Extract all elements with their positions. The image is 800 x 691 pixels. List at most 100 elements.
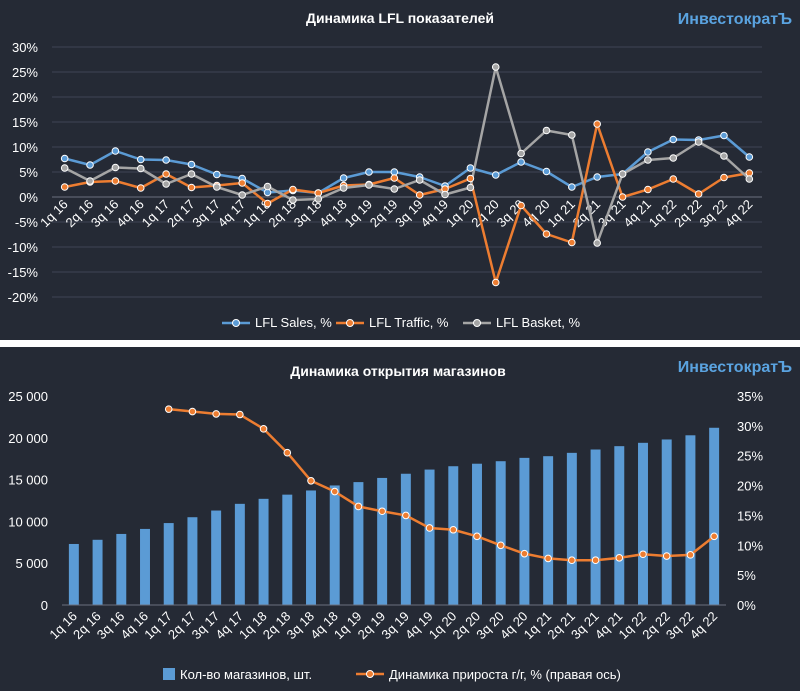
lfl-basket-point [644,156,652,164]
lfl-y-tick-label: 25% [12,65,38,80]
stores-bar [140,528,150,605]
lfl-traffic-point [491,278,500,287]
lfl-sales-line [64,134,751,195]
lfl-y-tick-label: -10% [8,240,39,255]
lfl-traffic-point [136,184,145,192]
stores-bar [709,427,720,605]
lfl-basket-point [720,152,728,160]
lfl-basket-point [60,164,69,172]
lfl-basket-point [339,184,348,192]
stores-growth-point [236,410,244,419]
lfl-basket-point [289,196,297,204]
legend-sales-marker [232,319,240,327]
lfl-y-tick-label: 10% [12,140,38,155]
lfl-y-tick-label: 15% [12,115,38,130]
legend-traffic-label: LFL Traffic, % [369,315,449,330]
stores-bar [306,490,316,605]
lfl-sales-point [339,174,348,182]
lfl-basket-point [136,164,145,173]
lfl-traffic-point [238,179,246,187]
lfl-traffic-point [517,201,525,210]
lfl-traffic-point [644,185,652,194]
stores-bars [62,427,726,606]
lfl-traffic-point [187,183,196,192]
stores-bar [68,543,79,605]
lfl-basket-point [365,181,373,189]
lfl-sales-point [60,154,69,163]
stores-brand-logo: ИнвестократЪ [678,359,792,376]
stores-bar [685,435,696,605]
stores-chart-panel: Динамика открытия магазинов ИнвестократЪ… [0,347,800,691]
lfl-sales-point [136,155,145,164]
stores-chart-title: Динамика открытия магазинов [290,363,506,379]
legend-traffic-marker [346,319,354,327]
stores-growth-point [639,550,647,559]
stores-left-tick-label: 20 000 [8,431,48,446]
lfl-y-tick-label: 0% [19,190,38,205]
stores-legend: Кол-во магазинов, шт. Динамика прироста … [163,667,621,682]
stores-growth-point [520,549,529,558]
lfl-sales-point [593,173,601,181]
lfl-basket-point [542,126,551,135]
stores-right-tick-label: 20% [737,479,763,494]
lfl-basket-point [213,183,221,191]
lfl-basket-point [111,163,120,172]
stores-bar [329,485,340,605]
lfl-y-axis: 30% 25% 20% 15% 10% 5% 0% -5% -10% -15% -20% [8,40,39,305]
stores-growth-point [544,554,552,563]
lfl-basket-point [491,63,500,71]
stores-chart-background [0,347,800,691]
lfl-sales-point [86,161,94,169]
legend-item-traffic: LFL Traffic, % [336,315,449,330]
stores-growth-line [164,405,718,565]
lfl-sales-point [644,148,652,156]
legend-stores-label: Кол-во магазинов, шт. [180,667,312,682]
stores-bar [187,517,198,605]
lfl-basket-line [64,65,751,245]
stores-right-tick-label: 10% [737,538,763,553]
lfl-basket-point [187,170,196,178]
stores-bar [234,503,245,605]
legend-growth-marker [366,670,374,678]
stores-right-tick-label: 35% [737,389,763,404]
stores-left-y-axis: 25 000 20 000 15 000 10 000 5 000 0 [8,389,48,613]
lfl-traffic-point [390,174,399,182]
lfl-basket-point [162,180,170,188]
stores-growth-point [330,487,339,496]
lfl-basket-point [568,131,576,139]
stores-right-tick-label: 15% [737,508,763,523]
lfl-basket-point [390,185,399,193]
legend-item-growth: Динамика прироста г/г, % (правая ось) [356,667,621,682]
stores-growth-point [568,556,576,565]
lfl-basket-point [745,175,754,183]
legend-sales-label: LFL Sales, % [255,315,332,330]
lfl-traffic-point [289,185,297,194]
lfl-basket-point [694,138,703,146]
stores-growth-point [615,554,624,562]
lfl-basket-point [618,170,627,178]
legend-stores-swatch [163,668,175,680]
stores-growth-point [496,541,505,550]
stores-left-tick-label: 10 000 [8,514,48,529]
stores-right-tick-label: 25% [737,449,763,464]
stores-bar [211,510,222,605]
lfl-sales-point [187,160,196,169]
lfl-traffic-point [162,170,170,178]
stores-bar [495,461,506,605]
lfl-traffic-point [466,174,475,183]
lfl-traffic-line [64,122,750,284]
lfl-y-tick-label: 30% [12,40,38,55]
stores-left-tick-label: 5 000 [15,556,48,571]
stores-right-tick-label: 5% [737,568,756,583]
stores-bar [661,439,672,605]
stores-growth-point [686,551,695,559]
stores-right-tick-label: 0% [737,598,756,613]
stores-growth-point [259,425,268,433]
lfl-y-tick-label: -5% [15,215,39,230]
stores-bar [400,473,411,605]
lfl-sales-point [491,171,500,179]
legend-basket-label: LFL Basket, % [496,315,580,330]
lfl-sales-point [542,167,551,176]
lfl-traffic-point [694,190,703,198]
stores-right-tick-label: 30% [737,419,763,434]
